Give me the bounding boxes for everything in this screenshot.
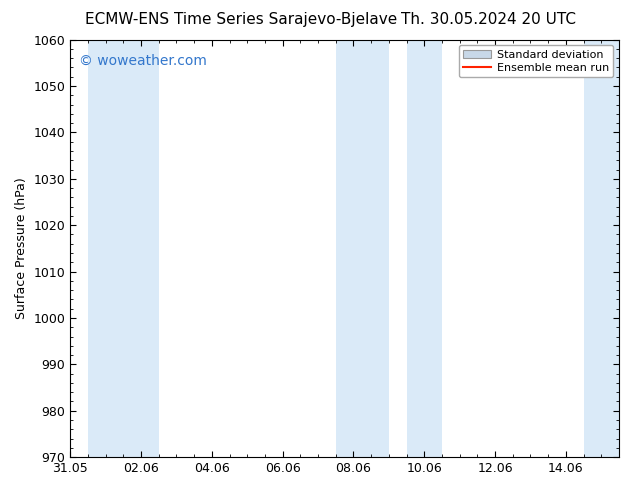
Bar — [336, 40, 389, 457]
Bar — [88, 40, 158, 457]
Text: Th. 30.05.2024 20 UTC: Th. 30.05.2024 20 UTC — [401, 12, 576, 27]
Bar — [406, 40, 442, 457]
Bar — [584, 40, 619, 457]
Legend: Standard deviation, Ensemble mean run: Standard deviation, Ensemble mean run — [459, 45, 614, 77]
Y-axis label: Surface Pressure (hPa): Surface Pressure (hPa) — [15, 177, 28, 319]
Text: ECMW-ENS Time Series Sarajevo-Bjelave: ECMW-ENS Time Series Sarajevo-Bjelave — [85, 12, 397, 27]
Text: © woweather.com: © woweather.com — [79, 54, 207, 68]
